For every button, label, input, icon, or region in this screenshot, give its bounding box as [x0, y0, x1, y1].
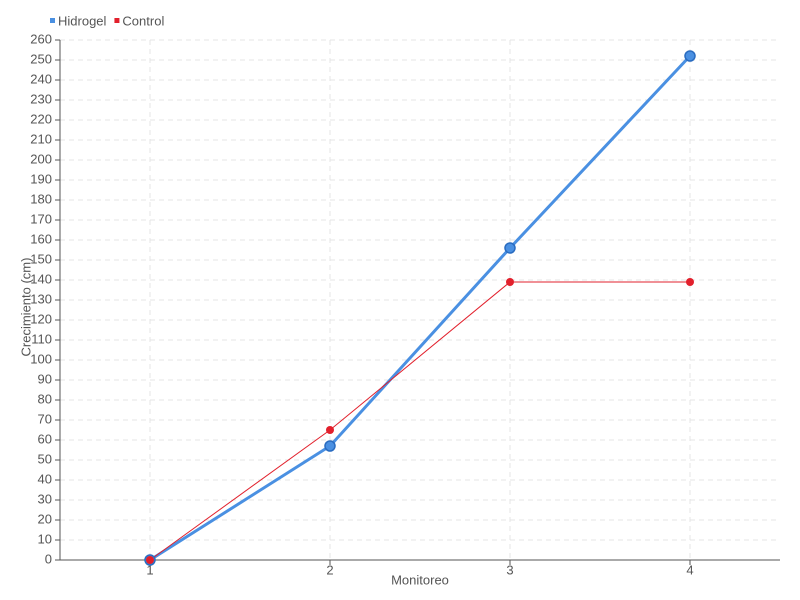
legend-swatch [50, 18, 55, 23]
y-tick-label: 60 [38, 431, 52, 446]
x-axis-label: Monitoreo [391, 572, 449, 587]
y-tick-label: 10 [38, 531, 52, 546]
y-tick-label: 70 [38, 411, 52, 426]
y-tick-label: 180 [30, 191, 52, 206]
y-tick-label: 100 [30, 351, 52, 366]
y-tick-label: 240 [30, 71, 52, 86]
y-tick-label: 160 [30, 231, 52, 246]
y-tick-label: 0 [45, 551, 52, 566]
legend-label: Hidrogel [58, 13, 107, 28]
y-tick-label: 130 [30, 291, 52, 306]
y-tick-label: 50 [38, 451, 52, 466]
data-point [504, 242, 516, 254]
data-point [146, 556, 154, 564]
y-tick-label: 150 [30, 251, 52, 266]
y-tick-label: 90 [38, 371, 52, 386]
y-tick-label: 20 [38, 511, 52, 526]
data-point [684, 50, 696, 62]
y-tick-label: 110 [31, 331, 52, 346]
data-point [686, 278, 694, 286]
y-tick-label: 250 [30, 51, 52, 66]
series-line [149, 281, 690, 561]
y-tick-label: 200 [30, 151, 52, 166]
y-axis-label: Crecimiento (cm) [18, 258, 33, 357]
y-tick-label: 140 [30, 271, 52, 286]
x-tick-label: 3 [506, 562, 513, 577]
y-tick-label: 170 [30, 211, 52, 226]
y-tick-label: 230 [30, 91, 52, 106]
legend-swatch [114, 18, 120, 23]
series-line [149, 54, 692, 562]
y-tick-label: 220 [30, 111, 52, 126]
data-point [326, 426, 334, 434]
y-tick-label: 260 [30, 31, 52, 46]
y-tick-label: 120 [30, 311, 52, 326]
y-tick-label: 210 [30, 131, 52, 146]
x-tick-label: 4 [686, 562, 693, 577]
y-tick-label: 30 [38, 491, 52, 506]
y-tick-label: 190 [30, 171, 52, 186]
legend-label: Control [122, 13, 164, 28]
data-point [324, 440, 336, 452]
x-tick-label: 1 [146, 562, 153, 577]
data-point [506, 278, 514, 286]
x-tick-label: 2 [326, 562, 333, 577]
y-tick-label: 80 [38, 391, 52, 406]
y-tick-label: 40 [38, 471, 52, 486]
